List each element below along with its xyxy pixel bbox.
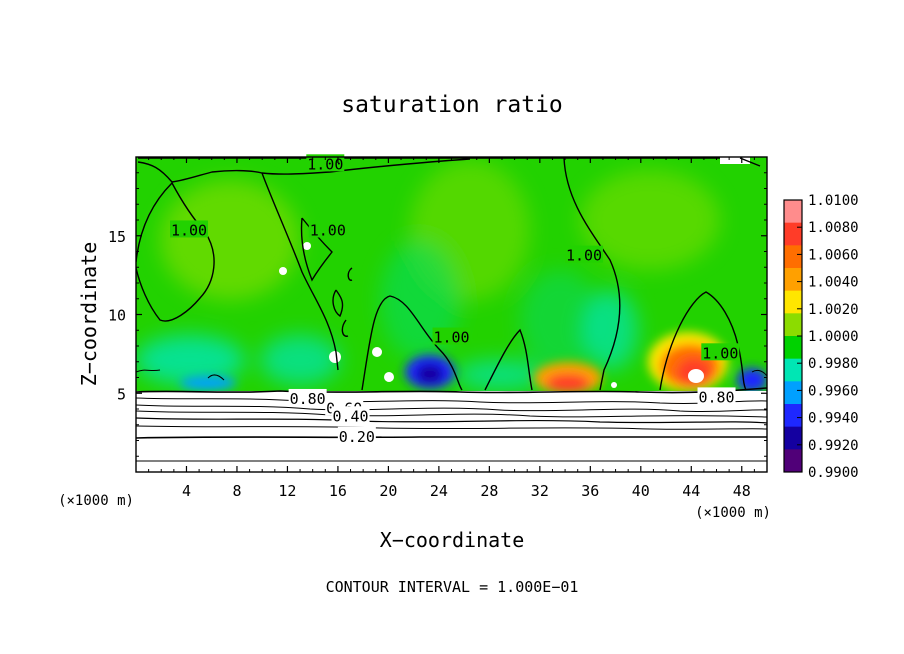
contour-label-bg — [288, 388, 327, 406]
contour-line-0.50 — [136, 410, 767, 418]
contour-label: 0.80 — [698, 388, 734, 406]
x-axis-ticks: 4 8 12 16 20 24 28 32 36 40 44 48 — [148, 157, 755, 500]
x-tick-label: 32 — [531, 482, 549, 500]
colorbar-swatch — [784, 245, 802, 269]
contour-interval-note: CONTOUR INTERVAL = 1.000E−01 — [326, 578, 579, 596]
x-axis-label: X−coordinate — [380, 528, 525, 552]
colorbar-label: 1.0080 — [808, 220, 859, 236]
contour-line-0.40 — [136, 417, 767, 424]
contour-label-bg — [308, 220, 347, 238]
y-tick-label: 5 — [117, 385, 126, 403]
x-unit-right: (×1000 m) — [695, 505, 771, 521]
contour-label: 1.00 — [171, 221, 207, 239]
y-axis-ticks: 5 10 15 — [108, 172, 767, 457]
colorbar-label: 1.0000 — [808, 329, 859, 345]
colorbar-label: 1.0060 — [808, 247, 859, 263]
colorbar-label: 0.9920 — [808, 438, 859, 454]
contour-line-0.20 — [136, 435, 767, 439]
x-tick-label: 24 — [430, 482, 448, 500]
x-tick-label: 44 — [682, 482, 700, 500]
colorbar-swatch — [784, 336, 802, 360]
colorbar-label: 1.0040 — [808, 275, 859, 291]
y-tick-label: 15 — [108, 228, 126, 246]
contour-label-bg — [565, 245, 604, 263]
contour-label: 1.00 — [307, 155, 343, 173]
colorbar-swatch — [784, 358, 802, 382]
contour-line-0.70 — [136, 397, 767, 404]
contour-line-1.00-left — [136, 181, 215, 322]
contour-lines — [136, 157, 767, 462]
x-tick-label: 16 — [329, 482, 347, 500]
contour-line-1.00-mid — [361, 295, 533, 391]
contour-labels: 1.001.001.001.001.001.000.800.800.600.40… — [170, 154, 740, 446]
contour-label: 0.20 — [339, 428, 375, 446]
colorbar: 1.0100 1.0080 1.0060 1.0040 1.0020 1.0000 0.99… — [783, 193, 859, 481]
contour-label-bg — [697, 387, 736, 405]
colorbar-swatch — [784, 426, 802, 450]
colorbar-label: 0.9940 — [808, 411, 859, 427]
x-tick-label: 12 — [278, 482, 296, 500]
colorbar-label: 0.9900 — [808, 465, 859, 481]
contour-line-0.30 — [136, 425, 767, 430]
contour-label: 0.80 — [290, 390, 326, 408]
x-unit-left: (×1000 m) — [58, 493, 134, 509]
x-tick-label: 4 — [182, 482, 191, 500]
contour-label: 0.40 — [332, 407, 368, 425]
contour-line-0.80 — [136, 387, 767, 394]
contour-label-bg — [337, 426, 376, 444]
x-tick-label: 8 — [232, 482, 241, 500]
colorbar-swatch — [784, 268, 802, 292]
colorbar-swatch — [784, 290, 802, 314]
colorbar-swatch — [784, 200, 802, 224]
y-axis-label: Z−coordinate — [77, 242, 101, 387]
x-tick-label: 48 — [733, 482, 751, 500]
x-tick-label: 40 — [632, 482, 650, 500]
x-tick-label: 28 — [480, 482, 498, 500]
contour-label: 1.00 — [310, 221, 346, 239]
x-tick-label: 36 — [581, 482, 599, 500]
colorbar-label: 0.9960 — [808, 383, 859, 399]
colorbar-swatch — [784, 449, 802, 473]
colorbar-swatch — [784, 404, 802, 428]
contour-label-bg — [306, 154, 345, 172]
contour-label: 1.00 — [566, 247, 602, 265]
chart-title: saturation ratio — [341, 92, 563, 118]
heatmap-field — [136, 157, 767, 472]
x-tick-label: 20 — [379, 482, 397, 500]
contour-line-1.00-right — [563, 157, 761, 391]
contour-label-bg — [331, 406, 370, 424]
contour-label-bg — [701, 343, 740, 361]
colorbar-label: 0.9980 — [808, 356, 859, 372]
colorbar-swatch — [784, 381, 802, 405]
y-tick-label: 10 — [108, 307, 126, 325]
contour-line-1.00-top — [137, 157, 720, 183]
unsaturated-layer — [136, 391, 767, 472]
colorbar-label: 1.0020 — [808, 302, 859, 318]
contour-line-0.60 — [136, 404, 767, 413]
colorbar-label: 1.0100 — [808, 193, 859, 209]
colorbar-swatch — [784, 313, 802, 337]
colorbar-swatch — [784, 222, 802, 246]
contour-label-bg — [432, 327, 471, 345]
contour-label: 1.00 — [702, 344, 738, 362]
contour-label-bg — [170, 220, 209, 238]
contour-line-1.00-center — [261, 172, 353, 371]
contour-label: 1.00 — [433, 329, 469, 347]
